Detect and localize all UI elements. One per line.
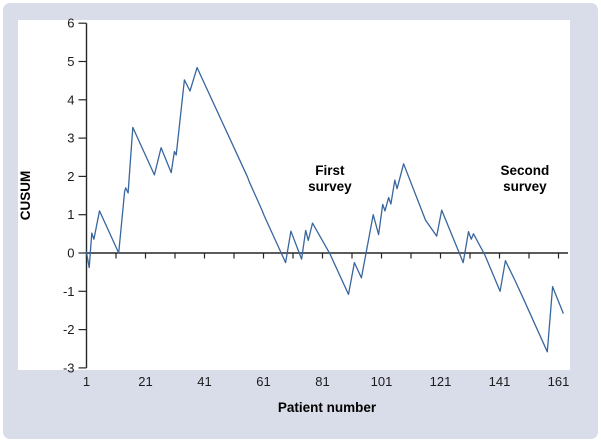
annotation-first-survey-line1: First <box>315 163 345 178</box>
x-tick-label: 121 <box>430 374 452 389</box>
x-tick-label: 1 <box>83 374 90 389</box>
annotation-first-survey-line2: survey <box>308 179 352 194</box>
x-tick-label: 141 <box>489 374 511 389</box>
y-axis: 6 5 4 3 2 1 0 -1 -2 -3 <box>63 16 88 375</box>
y-axis-title: CUSUM <box>18 171 33 221</box>
y-tick-label: -3 <box>63 360 75 375</box>
cusum-series-line <box>85 66 564 353</box>
annotation-second-survey: Second survey <box>501 163 550 194</box>
y-tick-label: 2 <box>67 169 74 184</box>
y-tick-label: -1 <box>63 284 75 299</box>
y-tick-label: 4 <box>67 92 74 107</box>
plot-panel <box>18 20 570 370</box>
x-tick-label: 101 <box>371 374 393 389</box>
y-tick-label: 6 <box>67 16 74 31</box>
y-tick-label: 0 <box>67 246 74 261</box>
x-axis: 1 21 41 61 81 101 121 141 161 <box>83 252 570 389</box>
x-tick-label: 21 <box>138 374 152 389</box>
y-tick-label: 1 <box>67 207 74 222</box>
annotation-second-survey-line2: survey <box>503 179 547 194</box>
x-axis-title: Patient number <box>278 400 377 415</box>
annotation-second-survey-line1: Second <box>501 163 550 178</box>
x-tick-label: 61 <box>256 374 270 389</box>
annotation-first-survey: First survey <box>308 163 352 194</box>
x-tick-label: 161 <box>548 374 570 389</box>
x-tick-label: 41 <box>197 374 211 389</box>
y-tick-label: 5 <box>67 54 74 69</box>
x-tick-label: 81 <box>315 374 329 389</box>
y-tick-label: -2 <box>63 322 75 337</box>
y-tick-label: 3 <box>67 131 74 146</box>
